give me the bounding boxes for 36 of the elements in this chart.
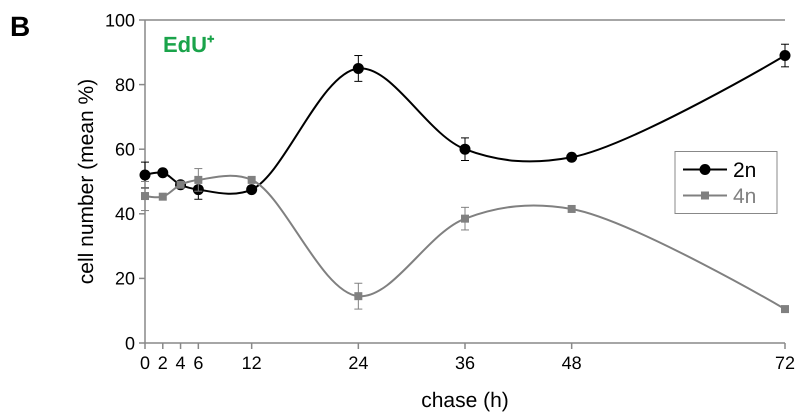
point <box>140 170 150 181</box>
point <box>460 144 470 155</box>
point <box>780 50 790 62</box>
point <box>461 214 469 223</box>
point <box>246 184 258 196</box>
point <box>157 167 168 178</box>
x-tick-label: 72 <box>774 353 796 373</box>
point <box>352 62 364 74</box>
x-tick-label: 36 <box>454 353 476 373</box>
x-axis-title: chase (h) <box>421 389 509 412</box>
point <box>354 292 362 300</box>
point <box>158 192 167 201</box>
x-tick-label: 2 <box>158 353 168 373</box>
legend-label: 4n <box>733 184 756 208</box>
y-tick-label: 20 <box>114 268 135 289</box>
y-tick-label: 40 <box>114 204 135 224</box>
x-tick-label: 48 <box>562 353 582 373</box>
point <box>141 192 149 200</box>
point <box>568 204 576 213</box>
y-tick-label: 80 <box>114 74 135 95</box>
x-tick-label: 24 <box>348 353 368 373</box>
y-axis-title: cell number (mean %) <box>75 78 98 284</box>
y-tick-label: 60 <box>114 140 135 160</box>
x-tick-label: 12 <box>242 353 262 373</box>
y-tick-label: 0 <box>124 333 135 354</box>
point <box>248 176 256 184</box>
y-tick-label: 100 <box>104 10 135 30</box>
point <box>566 152 578 163</box>
x-tick-label: 4 <box>176 353 186 373</box>
text: B <box>10 11 30 42</box>
point <box>194 176 202 184</box>
text: EdU⁺ <box>163 32 215 57</box>
point <box>781 305 789 314</box>
legend-label: 2n <box>733 158 756 182</box>
x-tick-label: 0 <box>140 353 150 373</box>
x-tick-label: 6 <box>193 353 204 373</box>
